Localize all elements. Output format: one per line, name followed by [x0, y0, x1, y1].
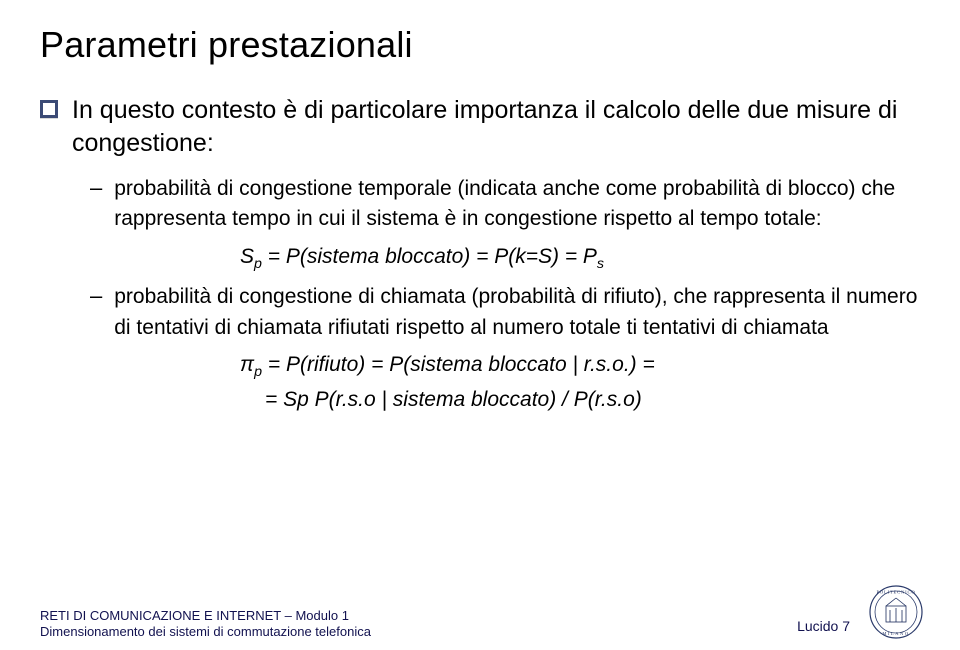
dash-icon: – — [90, 282, 102, 311]
svg-text:POLITECNICO: POLITECNICO — [877, 590, 916, 595]
svg-text:MILANO: MILANO — [882, 631, 909, 636]
formula-3: = Sp P(r.s.o | sistema bloccato) / P(r.s… — [265, 388, 920, 412]
formula-1-part-a: S — [240, 245, 254, 268]
main-bullet-row: In questo contesto è di particolare impo… — [40, 94, 920, 160]
formula-2: πp = P(rifiuto) = P(sistema bloccato | r… — [240, 353, 920, 380]
footer-page-number: Lucido 7 — [797, 618, 850, 634]
sub-item-1-text: probabilità di congestione temporale (in… — [114, 174, 920, 235]
formula-1: Sp = P(sistema bloccato) = P(k=S) = Ps — [240, 245, 920, 272]
sub-item-2-text: probabilità di congestione di chiamata (… — [114, 282, 920, 343]
sub-list: – probabilità di congestione temporale (… — [90, 174, 920, 412]
formula-2-part-b: = P(rifiuto) = P(sistema bloccato | r.s.… — [262, 353, 655, 376]
slide: Parametri prestazionali In questo contes… — [0, 0, 960, 650]
footer-line-1: RETI DI COMUNICAZIONE E INTERNET – Modul… — [40, 608, 371, 624]
formula-1-sub2: s — [597, 256, 604, 272]
formula-2-part-a: π — [240, 353, 254, 376]
main-bullet-text: In questo contesto è di particolare impo… — [72, 94, 920, 160]
dash-icon: – — [90, 174, 102, 203]
formula-1-sub: p — [254, 256, 262, 272]
formula-1-part-b: = P(sistema bloccato) = P(k=S) = P — [262, 245, 597, 268]
footer-left: RETI DI COMUNICAZIONE E INTERNET – Modul… — [40, 608, 371, 641]
polimi-logo-icon: POLITECNICO MILANO — [868, 584, 924, 640]
sub-item-2: – probabilità di congestione di chiamata… — [90, 282, 920, 343]
sub-item-1: – probabilità di congestione temporale (… — [90, 174, 920, 235]
page-title: Parametri prestazionali — [40, 24, 920, 66]
formula-2-sub: p — [254, 364, 262, 380]
footer-line-2: Dimensionamento dei sistemi di commutazi… — [40, 624, 371, 640]
bullet-square-icon — [40, 100, 58, 118]
